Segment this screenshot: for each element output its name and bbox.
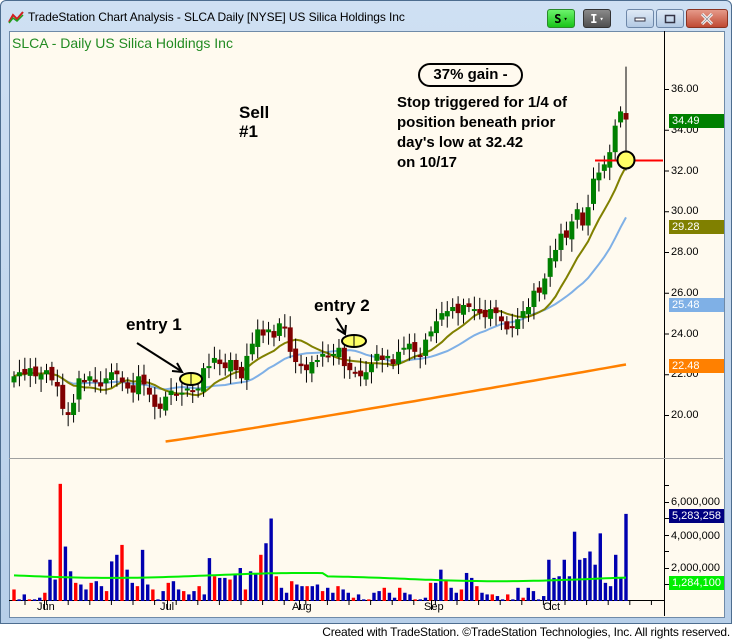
indicator-label: I — [590, 11, 598, 26]
entry1-label: entry 1 — [126, 315, 182, 334]
price-axis-label: 28.00 — [671, 246, 699, 258]
price-axis-label: 24.00 — [671, 327, 699, 340]
month-axis-label: Oct — [543, 601, 561, 613]
volume-last-badge: 5,283,258 — [669, 509, 724, 523]
price-axis-label: 20.00 — [671, 409, 699, 421]
minimize-button[interactable] — [626, 9, 654, 28]
month-axis-label: Jul — [160, 601, 175, 613]
entry2-label: entry 2 — [314, 296, 370, 315]
price-axis-label: 26.00 — [671, 286, 699, 299]
entry2-arrow — [335, 317, 347, 336]
price-axis-label: 36.00 — [671, 83, 699, 95]
month-axis-label: Aug — [292, 601, 312, 613]
stop-note-line: on 10/17 — [397, 154, 458, 171]
month-axis-label: Jun — [37, 601, 55, 613]
maximize-button[interactable] — [656, 9, 684, 28]
title-bar[interactable]: TradeStation Chart Analysis - SLCA Daily… — [1, 1, 731, 31]
stop-note: Stop triggered for 1/4 of position benea… — [397, 93, 567, 173]
chart-area[interactable] — [9, 31, 725, 618]
stop-marker — [616, 150, 636, 170]
price-axis-label: 32.00 — [671, 164, 699, 177]
price-axis-label: 30.00 — [671, 205, 699, 218]
ma-mid-badge: 25.48 — [669, 298, 724, 312]
ma-long-badge: 22.48 — [669, 359, 724, 373]
ma-short-badge: 29.28 — [669, 220, 724, 234]
close-button[interactable] — [686, 9, 728, 28]
chevron-down-icon: ▾ — [563, 14, 568, 23]
gain-callout: 37% gain - — [418, 63, 523, 87]
volume-axis-label: 6,000,000 — [671, 496, 720, 508]
volume-axis-label: 2,000,000 — [671, 562, 720, 574]
volume-avg-badge: 1,284,100 — [669, 576, 724, 590]
volume-axis-label: 4,000,000 — [671, 529, 720, 542]
last-price-badge: 34.49 — [669, 114, 724, 128]
sell-note-line: Sell — [239, 103, 270, 122]
strategy-menu-button[interactable]: S ▾ — [547, 9, 575, 28]
maximize-icon — [664, 14, 676, 23]
sell-note: Sell #1 — [239, 103, 269, 141]
stop-note-line: Stop triggered for 1/4 of — [397, 94, 568, 111]
strategy-label: S — [554, 11, 562, 26]
month-axis-label: Sep — [424, 601, 444, 613]
entry1-arrow — [136, 342, 184, 374]
app-chart-icon — [8, 11, 24, 24]
close-icon — [700, 12, 714, 25]
window-title: TradeStation Chart Analysis - SLCA Daily… — [28, 10, 405, 24]
stop-note-line: position beneath prior — [397, 114, 556, 131]
chevron-down-icon: ▾ — [599, 14, 604, 23]
footer-credit: Created with TradeStation. ©TradeStation… — [322, 625, 730, 639]
minimize-icon — [634, 17, 646, 21]
symbol-title: SLCA - Daily US Silica Holdings Inc — [12, 35, 233, 51]
stop-note-line: day's low at 32.42 — [397, 134, 524, 151]
app-window: TradeStation Chart Analysis - SLCA Daily… — [0, 0, 732, 624]
indicator-menu-button[interactable]: I ▾ — [583, 9, 611, 28]
sell-note-line: #1 — [239, 122, 258, 141]
